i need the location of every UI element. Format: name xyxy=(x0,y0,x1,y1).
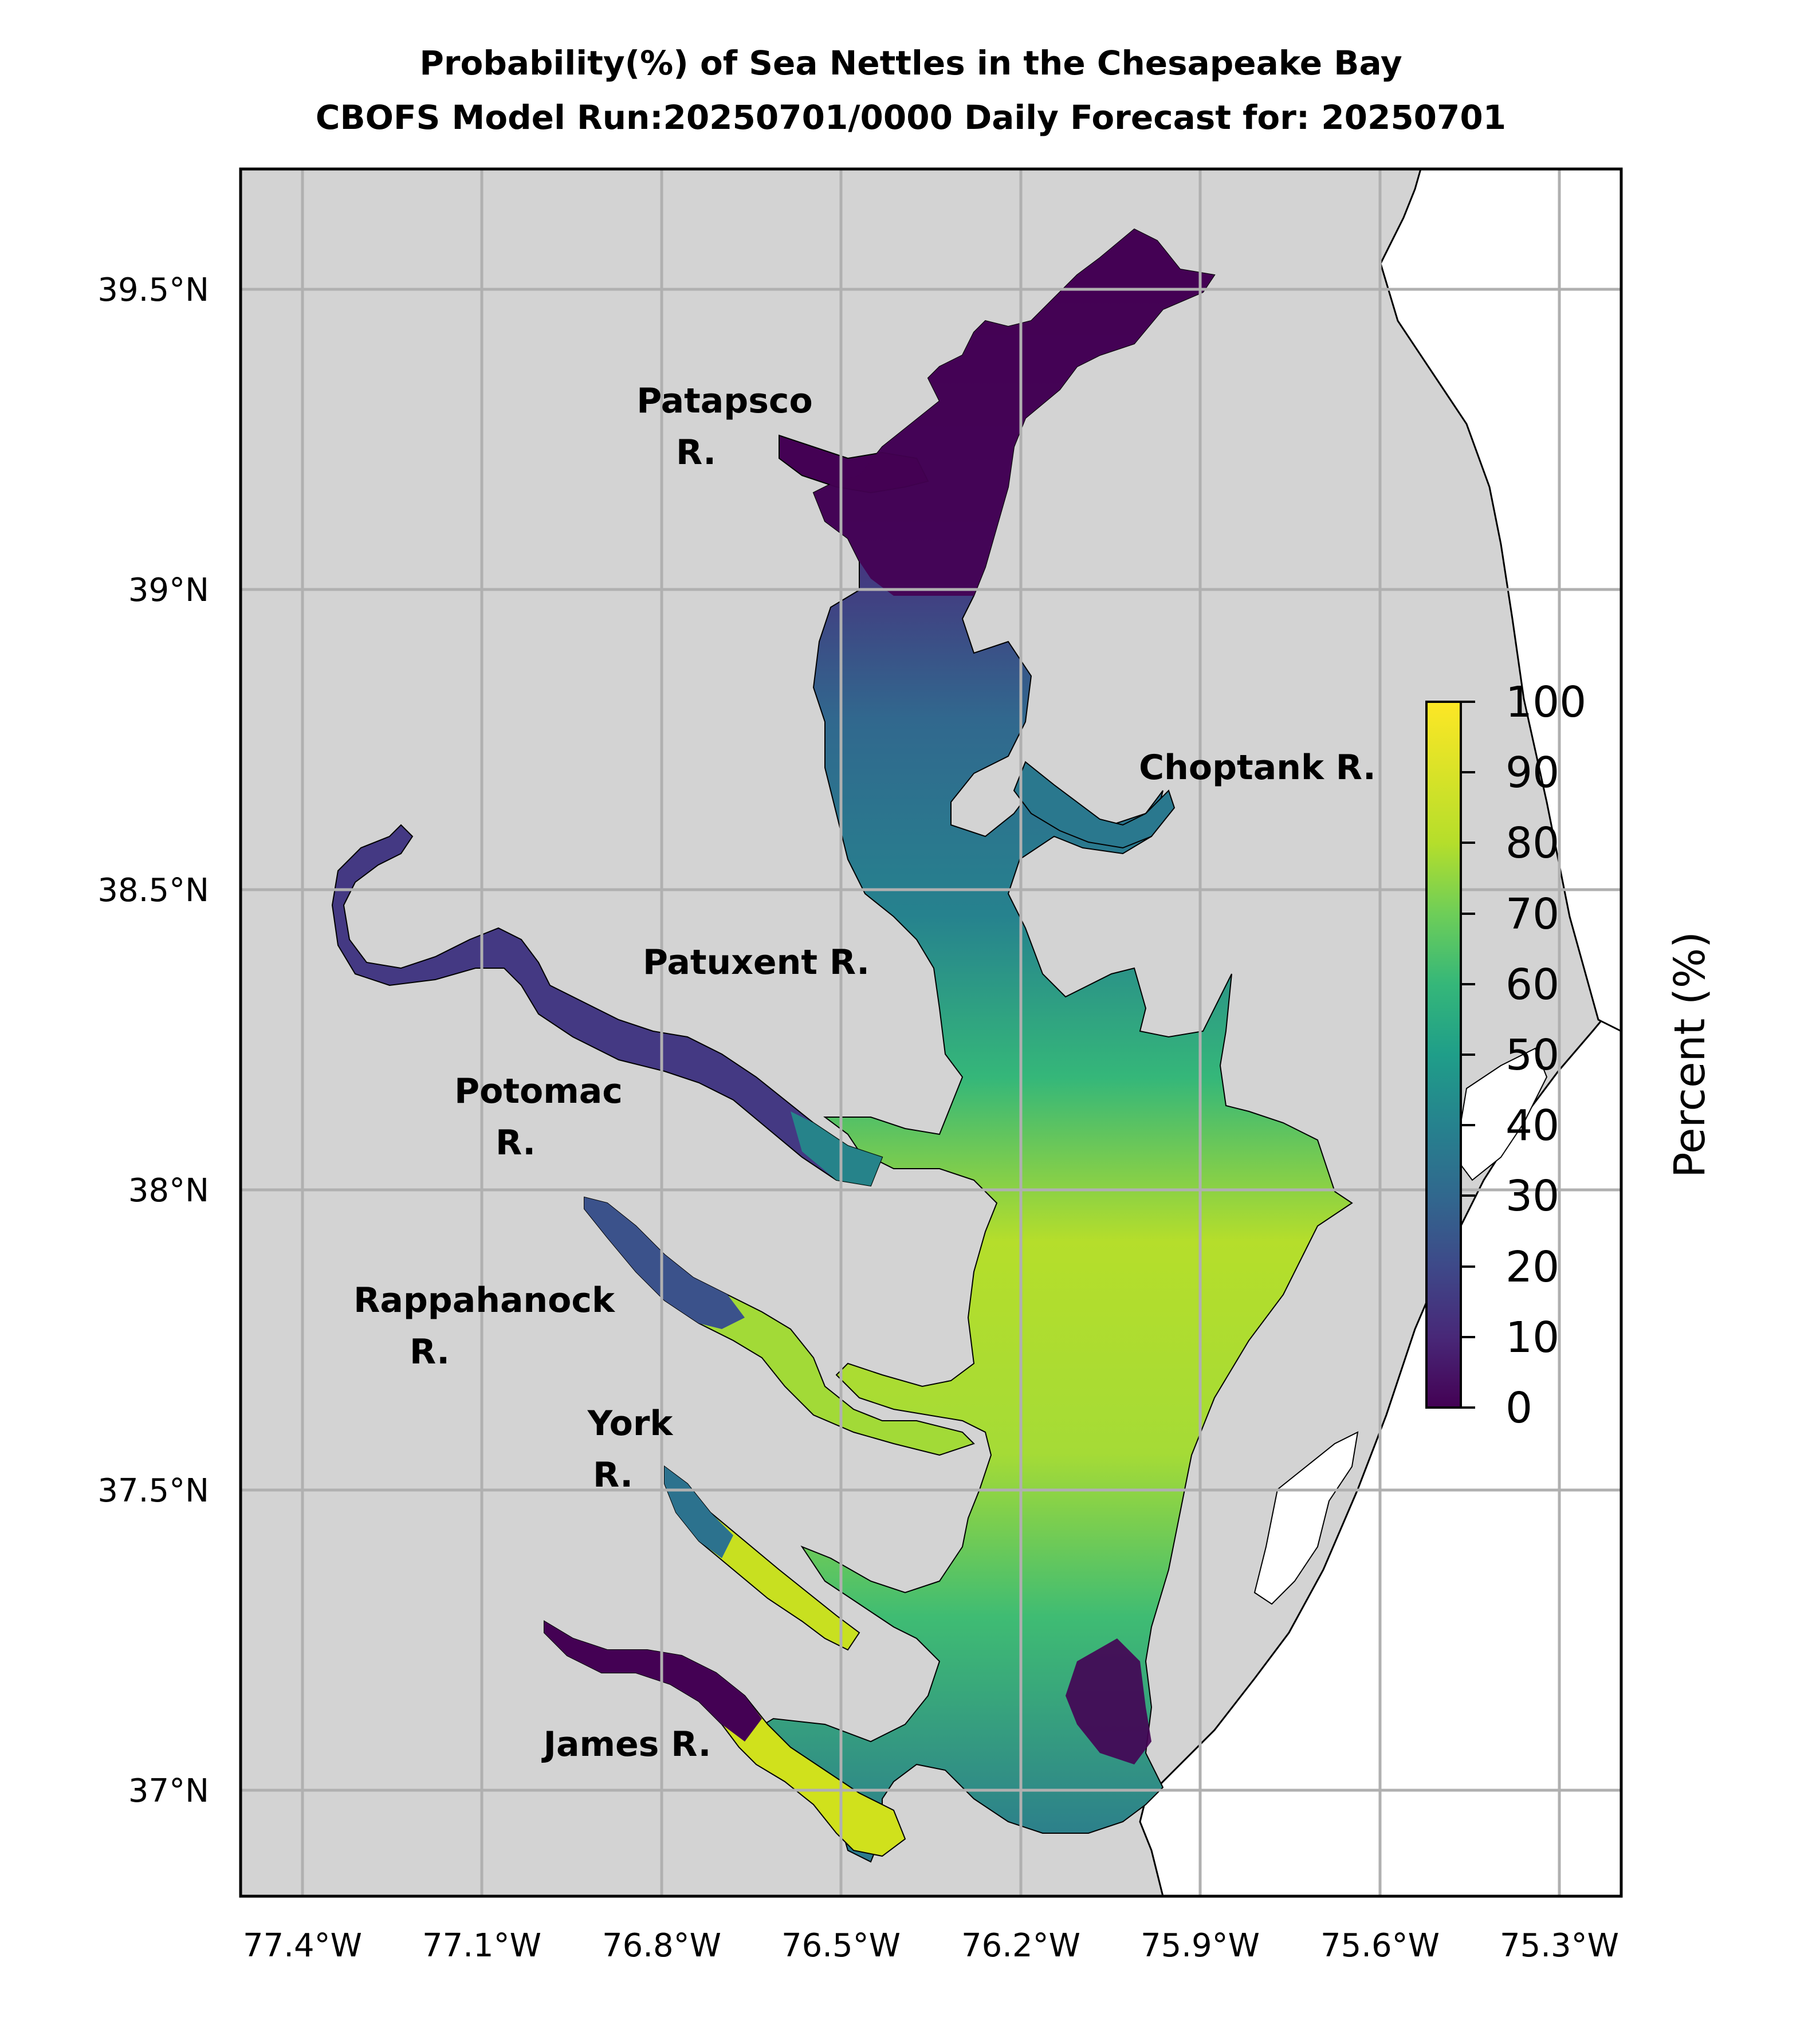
title-line-2: CBOFS Model Run:20250701/0000 Daily Fore… xyxy=(316,98,1506,137)
lower-bay-low-patch xyxy=(1066,1638,1151,1764)
lat-tick-label: 37.5°N xyxy=(97,1472,209,1510)
title-line-1: Probability(%) of Sea Nettles in the Che… xyxy=(419,44,1402,82)
lon-tick-label: 76.8°W xyxy=(602,1927,721,1964)
latitude-ticks: 39.5°N 39°N 38.5°N 38°N 37.5°N 37°N xyxy=(97,272,209,1810)
colorbar-tick-label: 60 xyxy=(1505,960,1559,1009)
lat-tick-label: 37°N xyxy=(128,1772,209,1810)
potomac-label-line2: R. xyxy=(496,1123,536,1163)
potomac-river-water xyxy=(331,824,883,1187)
colorbar-tick-label: 20 xyxy=(1505,1243,1559,1292)
gridlines xyxy=(241,169,1621,1896)
lat-tick-label: 38.5°N xyxy=(97,872,209,909)
colorbar-tick-label: 90 xyxy=(1505,748,1559,797)
james-label: James R. xyxy=(541,1724,712,1764)
patapsco-label-line2: R. xyxy=(676,433,716,473)
lon-tick-label: 76.2°W xyxy=(961,1927,1080,1964)
potomac-label-line1: Potomac xyxy=(454,1071,623,1111)
colorbar-tick-label: 70 xyxy=(1505,890,1559,939)
lon-tick-label: 75.3°W xyxy=(1500,1927,1619,1964)
colorbar-label: Percent (%) xyxy=(1665,931,1715,1178)
colorbar-tick-label: 50 xyxy=(1505,1031,1559,1080)
colorbar-tick-label: 0 xyxy=(1505,1383,1532,1433)
rappahanock-label-line1: Rappahanock xyxy=(353,1280,616,1320)
lat-tick-label: 39.5°N xyxy=(97,272,209,309)
york-label-line2: R. xyxy=(593,1455,633,1495)
map-axes: Patapsco R. Choptank R. Patuxent R. Poto… xyxy=(239,167,1623,1898)
lon-tick-label: 75.9°W xyxy=(1141,1927,1260,1964)
choptank-label: Choptank R. xyxy=(1139,748,1376,788)
patuxent-label: Patuxent R. xyxy=(643,942,870,982)
lon-tick-label: 76.5°W xyxy=(781,1927,901,1964)
choptank-river-water xyxy=(1013,761,1176,849)
colorbar-gradient xyxy=(1425,701,1462,1409)
colorbar-ticks xyxy=(1461,701,1475,1409)
lon-tick-label: 75.6°W xyxy=(1320,1927,1440,1964)
colorbar-tick-label: 80 xyxy=(1505,819,1559,868)
upper-bay-dark-region xyxy=(813,229,1214,596)
colorbar-tick-label: 30 xyxy=(1505,1172,1559,1221)
eastern-shore-marsh xyxy=(1253,1431,1359,1605)
patapsco-label-line1: Patapsco xyxy=(636,381,812,421)
colorbar: 0 10 20 30 40 50 60 70 80 90 100 Percent… xyxy=(1425,678,1715,1433)
colorbar-tick-label: 10 xyxy=(1505,1313,1559,1362)
map-frame xyxy=(239,167,1623,1898)
colorbar-tick-label: 100 xyxy=(1505,678,1586,727)
lat-tick-label: 39°N xyxy=(128,572,209,609)
delaware-bay xyxy=(1379,169,1621,1032)
james-river-upper xyxy=(544,1621,762,1742)
york-label-line1: York xyxy=(587,1404,674,1444)
lon-tick-label: 77.4°W xyxy=(243,1927,362,1964)
lon-tick-label: 77.1°W xyxy=(422,1927,541,1964)
rappahanock-label-line2: R. xyxy=(410,1332,450,1372)
longitude-ticks: 77.4°W 77.1°W 76.8°W 76.5°W 76.2°W 75.9°… xyxy=(243,1927,1619,1964)
colorbar-tick-label: 40 xyxy=(1505,1101,1559,1150)
river-labels: Patapsco R. Choptank R. Patuxent R. Poto… xyxy=(353,381,1376,1764)
rappahannock-river-upper xyxy=(584,1197,745,1329)
potomac-river-mouth xyxy=(791,1111,882,1186)
lat-tick-label: 38°N xyxy=(128,1172,209,1209)
